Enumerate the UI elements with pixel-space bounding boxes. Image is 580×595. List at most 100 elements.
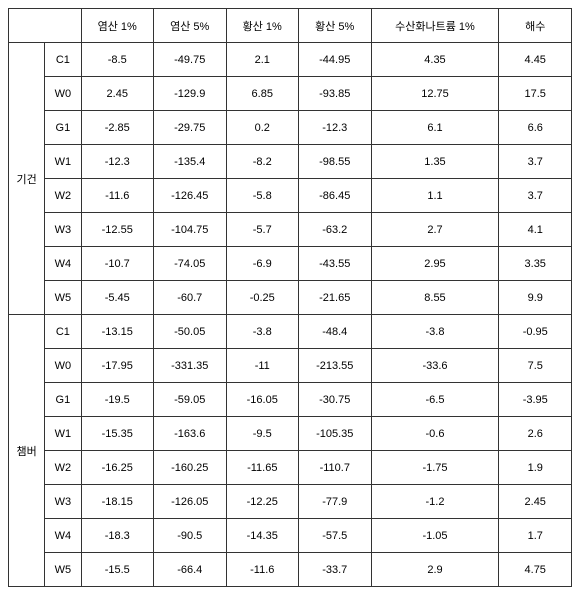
cell: -12.25	[226, 485, 299, 519]
table-row: W4 -10.7 -74.05 -6.9 -43.55 2.95 3.35	[9, 247, 572, 281]
cell: 2.45	[81, 77, 154, 111]
corner-cell	[9, 9, 82, 43]
cell: -5.7	[226, 213, 299, 247]
header-row: 염산 1% 염산 5% 황산 1% 황산 5% 수산화나트륨 1% 해수	[9, 9, 572, 43]
cell: -12.55	[81, 213, 154, 247]
cell: -93.85	[299, 77, 372, 111]
cell: -129.9	[154, 77, 227, 111]
cell: -6.9	[226, 247, 299, 281]
cell: -21.65	[299, 281, 372, 315]
col-header: 황산 5%	[299, 9, 372, 43]
cell: -213.55	[299, 349, 372, 383]
cell: -17.95	[81, 349, 154, 383]
table-row: 기건 C1 -8.5 -49.75 2.1 -44.95 4.35 4.45	[9, 43, 572, 77]
cell: -3.8	[226, 315, 299, 349]
table-row: W1 -12.3 -135.4 -8.2 -98.55 1.35 3.7	[9, 145, 572, 179]
table-row: W0 2.45 -129.9 6.85 -93.85 12.75 17.5	[9, 77, 572, 111]
table-row: W1 -15.35 -163.6 -9.5 -105.35 -0.6 2.6	[9, 417, 572, 451]
col-header: 염산 5%	[154, 9, 227, 43]
col-header: 염산 1%	[81, 9, 154, 43]
cell: -33.7	[299, 553, 372, 587]
cell: -63.2	[299, 213, 372, 247]
cell: -44.95	[299, 43, 372, 77]
cell: -57.5	[299, 519, 372, 553]
cell: -5.8	[226, 179, 299, 213]
cell: 2.1	[226, 43, 299, 77]
row-code: W3	[45, 485, 81, 519]
cell: -19.5	[81, 383, 154, 417]
cell: -0.25	[226, 281, 299, 315]
cell: -3.95	[499, 383, 572, 417]
cell: -10.7	[81, 247, 154, 281]
table-row: W3 -12.55 -104.75 -5.7 -63.2 2.7 4.1	[9, 213, 572, 247]
cell: -6.5	[371, 383, 499, 417]
cell: 3.35	[499, 247, 572, 281]
cell: -48.4	[299, 315, 372, 349]
group-label: 기건	[9, 43, 45, 315]
cell: 1.1	[371, 179, 499, 213]
cell: -160.25	[154, 451, 227, 485]
cell: -13.15	[81, 315, 154, 349]
cell: -15.5	[81, 553, 154, 587]
table-row: W3 -18.15 -126.05 -12.25 -77.9 -1.2 2.45	[9, 485, 572, 519]
row-code: W5	[45, 281, 81, 315]
cell: -30.75	[299, 383, 372, 417]
cell: 2.95	[371, 247, 499, 281]
table-row: W5 -5.45 -60.7 -0.25 -21.65 8.55 9.9	[9, 281, 572, 315]
cell: -0.6	[371, 417, 499, 451]
cell: 7.5	[499, 349, 572, 383]
cell: -66.4	[154, 553, 227, 587]
cell: -18.3	[81, 519, 154, 553]
cell: 2.7	[371, 213, 499, 247]
cell: -163.6	[154, 417, 227, 451]
cell: -74.05	[154, 247, 227, 281]
cell: 2.9	[371, 553, 499, 587]
cell: -50.05	[154, 315, 227, 349]
col-header: 수산화나트륨 1%	[371, 9, 499, 43]
cell: -33.6	[371, 349, 499, 383]
cell: -59.05	[154, 383, 227, 417]
cell: -18.15	[81, 485, 154, 519]
cell: 1.35	[371, 145, 499, 179]
cell: -15.35	[81, 417, 154, 451]
row-code: W0	[45, 77, 81, 111]
cell: -16.25	[81, 451, 154, 485]
cell: -12.3	[81, 145, 154, 179]
cell: -2.85	[81, 111, 154, 145]
cell: -9.5	[226, 417, 299, 451]
cell: -105.35	[299, 417, 372, 451]
cell: -126.45	[154, 179, 227, 213]
cell: 4.35	[371, 43, 499, 77]
row-code: W3	[45, 213, 81, 247]
cell: -11.65	[226, 451, 299, 485]
row-code: W5	[45, 553, 81, 587]
data-table: 염산 1% 염산 5% 황산 1% 황산 5% 수산화나트륨 1% 해수 기건 …	[8, 8, 572, 587]
table-row: G1 -2.85 -29.75 0.2 -12.3 6.1 6.6	[9, 111, 572, 145]
row-code: W2	[45, 179, 81, 213]
cell: 12.75	[371, 77, 499, 111]
cell: -8.2	[226, 145, 299, 179]
cell: -29.75	[154, 111, 227, 145]
cell: -5.45	[81, 281, 154, 315]
cell: 17.5	[499, 77, 572, 111]
row-code: W1	[45, 417, 81, 451]
row-code: W1	[45, 145, 81, 179]
col-header: 황산 1%	[226, 9, 299, 43]
cell: -77.9	[299, 485, 372, 519]
cell: -90.5	[154, 519, 227, 553]
cell: -1.05	[371, 519, 499, 553]
cell: 4.75	[499, 553, 572, 587]
table-row: W5 -15.5 -66.4 -11.6 -33.7 2.9 4.75	[9, 553, 572, 587]
cell: 3.7	[499, 179, 572, 213]
cell: -98.55	[299, 145, 372, 179]
cell: -11	[226, 349, 299, 383]
cell: 3.7	[499, 145, 572, 179]
cell: -43.55	[299, 247, 372, 281]
cell: 6.85	[226, 77, 299, 111]
cell: 4.45	[499, 43, 572, 77]
cell: 8.55	[371, 281, 499, 315]
cell: -86.45	[299, 179, 372, 213]
col-header: 해수	[499, 9, 572, 43]
cell: 6.1	[371, 111, 499, 145]
table-row: W4 -18.3 -90.5 -14.35 -57.5 -1.05 1.7	[9, 519, 572, 553]
